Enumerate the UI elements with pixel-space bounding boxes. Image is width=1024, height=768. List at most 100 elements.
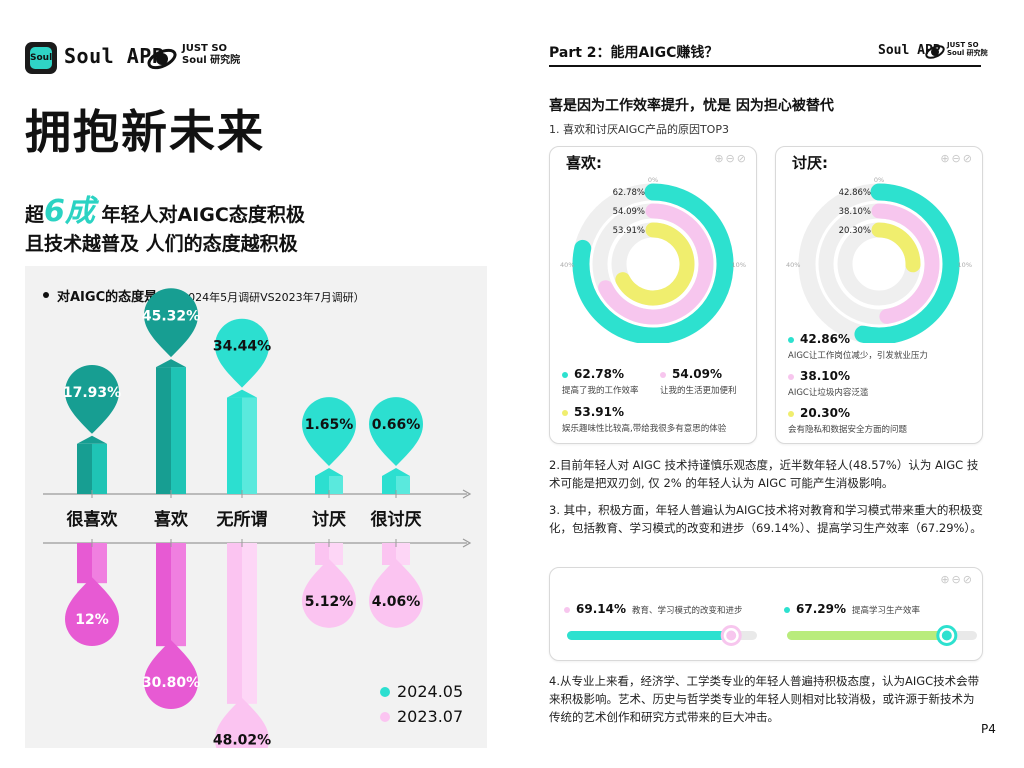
like-stat-2-caption: 让我的生活更加便利 <box>660 386 737 396</box>
bar-2023-right-0 <box>92 543 107 584</box>
lab-name: JUST SO Soul 研究院 <box>182 43 240 67</box>
window-buttons-icon: ⊕⊖⊘ <box>714 152 748 165</box>
page-title: 拥抱新未来 <box>25 105 265 159</box>
bar-2024-item-2: 34.44% <box>213 318 271 494</box>
like-stat-2: 54.09% <box>660 367 722 381</box>
slider-2-dot <box>784 606 790 613</box>
window-buttons-icon: ⊕⊖⊘ <box>940 573 974 586</box>
lab-name-line1: JUST SO <box>182 43 228 54</box>
like-stat-3-caption: 娱乐趣味性比较高,带给我很多有意思的体验 <box>562 424 727 434</box>
like-stat-2-value: 54.09% <box>672 367 722 381</box>
brand-name: Soul APP <box>64 44 165 68</box>
legend-label-0: 2024.05 <box>397 682 463 701</box>
drop-2024-2 <box>215 318 269 388</box>
dislike-stat-1: 42.86% <box>788 332 850 346</box>
category-label-4: 很讨厌 <box>371 509 422 530</box>
slider-1-caption: 教育、学习模式的改变和进步 <box>631 606 743 616</box>
drop-2023-0 <box>65 577 119 647</box>
attitude-chart: 17.93% 很喜欢 12% 45.32% 喜欢 30.80% 34.44% 无所谓 48.02… <box>43 288 472 748</box>
ring-label-1: 38.10% <box>839 207 871 217</box>
label-2023-0: 12% <box>75 612 109 628</box>
bar-2024-right-1 <box>171 367 186 494</box>
like-donut-chart: 62.78%54.09%53.91%0%10%30%40% <box>560 177 746 343</box>
label-2024-4: 0.66% <box>372 417 421 433</box>
dislike-card: 讨厌: ⊕⊖⊘ 42.86%38.10%20.30%0%10%30%40% 42… <box>775 146 983 444</box>
slider-2-caption: 提高学习生产效率 <box>851 606 920 616</box>
bar-2023-left-2 <box>227 543 242 704</box>
bar-2024-item-1: 45.32% <box>142 288 200 494</box>
soul-app-logo: Soul <box>25 42 57 74</box>
upper-axis-arrow-icon <box>462 489 472 499</box>
dislike-stat-2: 38.10% <box>788 369 850 383</box>
drop-2023-4 <box>369 559 423 628</box>
chart-question: 对AIGC的态度是？（2024年5月调研VS2023年7月调研） <box>57 286 365 305</box>
section-subhead: 1. 喜欢和讨厌AIGC产品的原因TOP3 <box>549 123 729 136</box>
question-bullet <box>43 292 49 298</box>
drop-2024-1 <box>144 288 198 358</box>
bar-2024-right-2 <box>242 397 257 494</box>
bar-2023-right-1 <box>171 543 186 647</box>
brand-name-small: Soul APP <box>878 43 941 58</box>
label-2024-1: 45.32% <box>142 308 200 324</box>
bar-2024-right-4 <box>396 476 410 494</box>
lab-name-small: JUST SO Soul 研究院 <box>947 41 988 57</box>
bar-2024-right-0 <box>92 443 107 494</box>
axis-tick-1: 10% <box>958 261 972 269</box>
soul-logo-text: Soul <box>30 47 52 69</box>
subtitle-highlight: 6成 <box>44 194 95 229</box>
legend-dot-1 <box>380 712 390 722</box>
drop-2023-2 <box>215 697 269 748</box>
legend-label-1: 2023.07 <box>397 707 463 726</box>
label-2023-4: 4.06% <box>372 594 421 610</box>
question-note: （2024年5月调研VS2023年7月调研） <box>170 291 365 304</box>
dislike-stat-1-value: 42.86% <box>800 332 850 346</box>
like-stat-3-dot <box>562 409 568 416</box>
like-stat-2-dot <box>660 371 666 378</box>
lab-name-line2: Soul 研究院 <box>182 55 241 66</box>
like-stat-1: 62.78% <box>562 367 624 381</box>
bar-2024-cap-3 <box>315 468 343 476</box>
bar-2024-cap-4 <box>382 468 410 476</box>
label-2023-3: 5.12% <box>305 594 354 610</box>
bar-2023-right-3 <box>329 543 343 565</box>
axis-tick-0: 0% <box>648 177 658 184</box>
bar-2024-cap-1 <box>156 359 186 368</box>
dislike-donut-chart: 42.86%38.10%20.30%0%10%30%40% <box>786 177 972 343</box>
ring-label-1: 54.09% <box>613 207 645 217</box>
slider-knob-core-0 <box>726 630 737 641</box>
dislike-stat-2-dot <box>788 373 794 380</box>
label-2024-0: 17.93% <box>63 385 121 401</box>
question-main: 对AIGC的态度是？ <box>57 290 171 305</box>
category-label-1: 喜欢 <box>154 509 189 530</box>
bar-2024-cap-2 <box>227 389 257 398</box>
drop-2024-3 <box>302 397 356 466</box>
label-2024-2: 34.44% <box>213 339 271 355</box>
bar-2023-right-4 <box>396 543 410 565</box>
bar-2024-item-0: 17.93% <box>63 364 121 494</box>
legend-dot-0 <box>380 687 390 697</box>
ring-arc-0 <box>854 183 960 343</box>
subtitle-line2: 且技术越普及 人们的态度越积极 <box>25 233 298 255</box>
category-label-0: 很喜欢 <box>67 509 119 530</box>
axis-tick-1: 10% <box>732 261 746 269</box>
like-card: 喜欢: ⊕⊖⊘ 62.78%54.09%53.91%0%10%30%40% 62… <box>549 146 757 444</box>
like-stat-3: 53.91% <box>562 405 624 419</box>
ring-label-0: 62.78% <box>613 188 645 198</box>
ring-arc-2 <box>615 222 695 306</box>
bar-2024-left-1 <box>156 367 171 494</box>
slider-knob-core-1 <box>941 630 952 641</box>
slider-fill-0 <box>567 631 732 640</box>
dislike-stat-2-value: 38.10% <box>800 369 850 383</box>
bar-2024-left-0 <box>77 443 92 494</box>
header-rule <box>549 65 981 67</box>
drop-2023-3 <box>302 559 356 628</box>
bar-2023-item-3: 5.12% <box>302 543 356 628</box>
drop-2024-0 <box>65 364 119 434</box>
slider-card: ⊕⊖⊘ 69.14% 教育、学习模式的改变和进步 67.29% 提高学习生产效率 <box>549 567 983 661</box>
paragraph-2: 2.目前年轻人对 AIGC 技术持谨慎乐观态度，近半数年轻人(48.57%）认为… <box>549 458 979 490</box>
slider-1-value: 69.14% <box>576 602 626 616</box>
dislike-stat-3: 20.30% <box>788 406 850 420</box>
label-2024-3: 1.65% <box>305 417 354 433</box>
section-headline: 喜是因为工作效率提升，忧是 因为担心被替代 <box>549 98 834 114</box>
bar-2023-item-1: 30.80% <box>142 543 200 710</box>
